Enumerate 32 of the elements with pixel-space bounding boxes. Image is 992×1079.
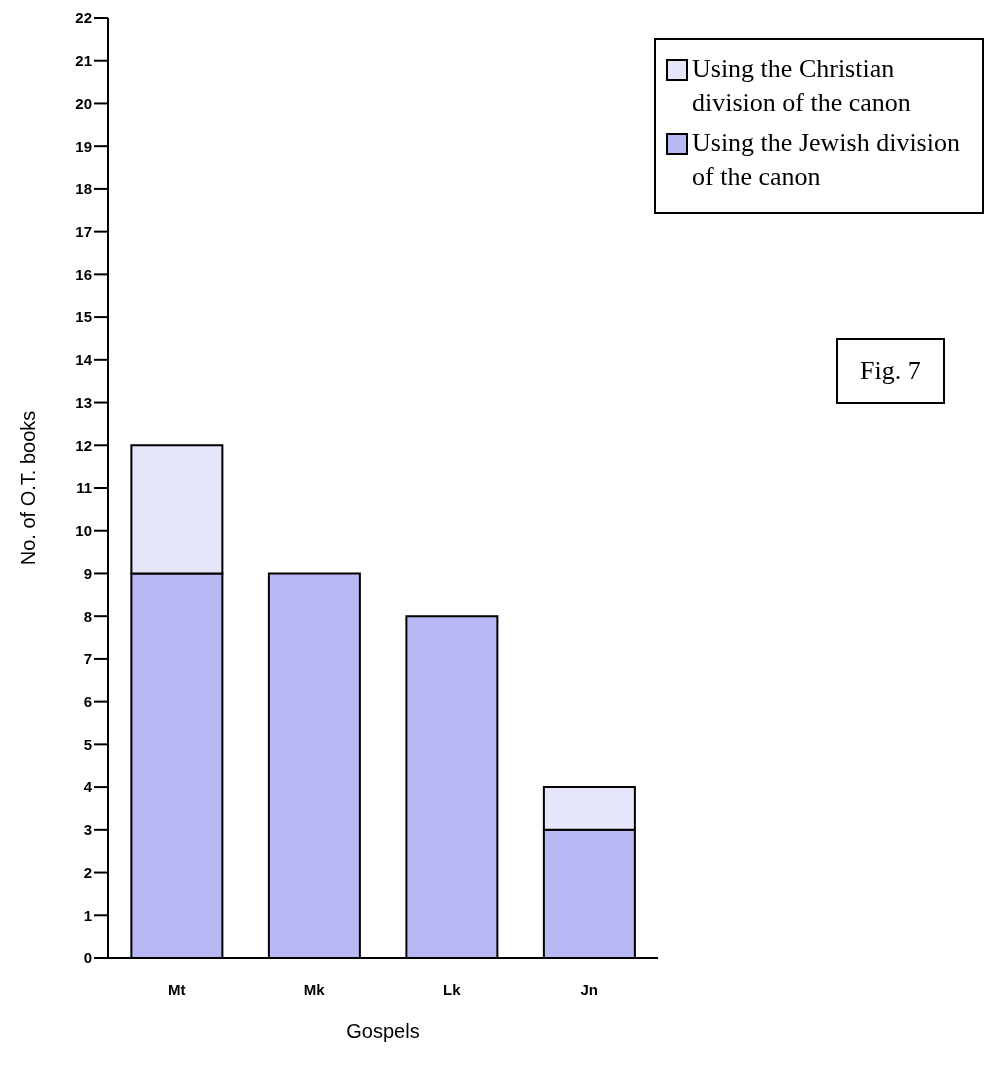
y-tick-label: 10 bbox=[75, 522, 92, 540]
x-tick-label: Mt bbox=[168, 980, 186, 998]
y-tick-label: 16 bbox=[75, 265, 92, 283]
y-tick-label: 22 bbox=[75, 9, 92, 27]
legend-label: Using the Christian division of the canon bbox=[692, 53, 912, 119]
y-tick-label: 4 bbox=[83, 778, 93, 796]
x-axis-title: Gospels bbox=[346, 1020, 420, 1042]
y-tick-label: 21 bbox=[75, 52, 92, 70]
y-tick-label: 2 bbox=[83, 863, 92, 881]
y-tick-label: 5 bbox=[83, 735, 92, 753]
x-tick-label: Lk bbox=[442, 980, 462, 998]
x-tick-label: Jn bbox=[580, 980, 599, 998]
y-tick-label: 6 bbox=[83, 692, 92, 710]
y-tick-label: 19 bbox=[75, 137, 92, 155]
y-tick-label: 8 bbox=[83, 607, 92, 625]
y-tick-label: 15 bbox=[75, 308, 92, 326]
y-tick-label: 13 bbox=[75, 393, 92, 411]
y-tick-label: 1 bbox=[83, 906, 92, 924]
y-tick-label: 14 bbox=[75, 351, 93, 369]
y-tick-label: 11 bbox=[76, 479, 92, 497]
y-tick-label: 18 bbox=[75, 180, 92, 198]
y-tick-label: 7 bbox=[83, 650, 92, 668]
y-tick-label: 3 bbox=[83, 821, 92, 839]
y-tick-label: 0 bbox=[83, 949, 92, 967]
legend-label: Using the Jewish division of the canon bbox=[692, 127, 961, 193]
y-tick-label: 20 bbox=[75, 94, 92, 112]
x-tick-label: Mk bbox=[303, 980, 326, 998]
y-tick-label: 17 bbox=[75, 222, 92, 240]
y-tick-label: 12 bbox=[75, 436, 92, 454]
y-axis-title: No. of O.T. books bbox=[17, 410, 40, 566]
y-tick-label: 9 bbox=[83, 564, 92, 582]
caption: Fig. 7 bbox=[836, 338, 945, 404]
